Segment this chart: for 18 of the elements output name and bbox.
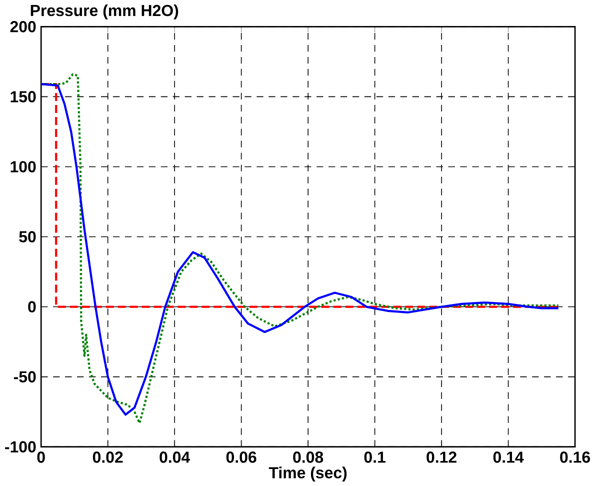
- y-tick-label: -50: [14, 371, 36, 382]
- x-tick-label: 0.02: [92, 452, 123, 463]
- x-tick-label: 0.12: [426, 452, 456, 463]
- x-tick-label: 0.08: [293, 452, 324, 463]
- x-tick-label: 0.06: [226, 452, 256, 463]
- y-tick-label: 200: [10, 21, 36, 32]
- y-tick-label: 150: [10, 91, 36, 102]
- y-tick-label: 50: [19, 231, 36, 242]
- x-tick-label: 0: [37, 452, 45, 463]
- y-tick-label: -100: [5, 441, 36, 452]
- y-tick-label: 100: [10, 161, 36, 172]
- x-tick-label: 0.16: [560, 452, 590, 463]
- x-axis-title: Time (sec): [268, 466, 347, 482]
- x-tick-label: 0.04: [160, 452, 190, 463]
- y-axis-title: Pressure (mm H2O): [30, 4, 178, 20]
- y-tick-label: 0: [28, 301, 36, 312]
- x-tick-label: 0.14: [493, 452, 524, 463]
- x-tick-label: 0.1: [364, 452, 386, 463]
